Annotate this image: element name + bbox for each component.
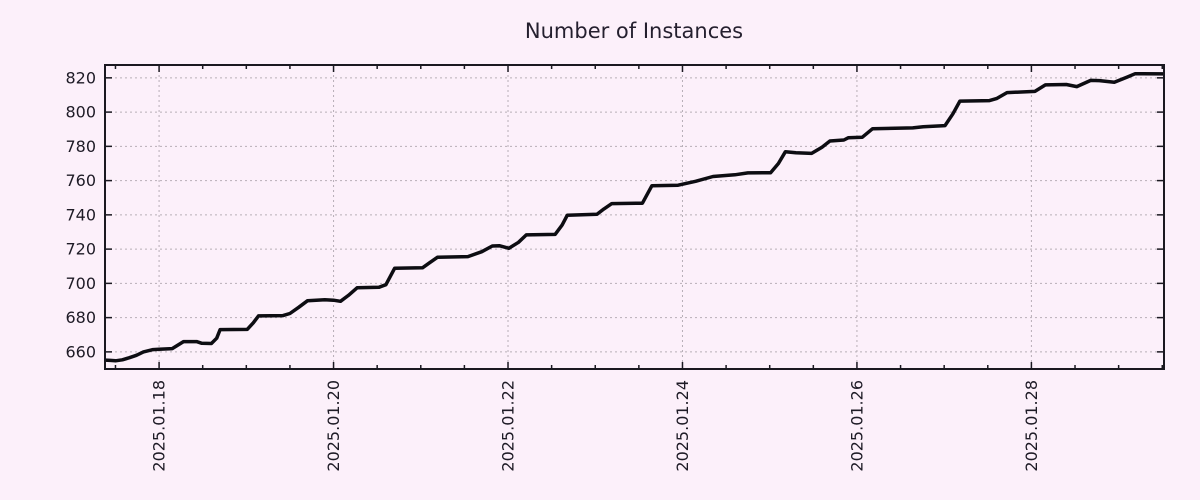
plot-frame (104, 64, 1165, 370)
x-axis-label: 2025.01.20 (324, 380, 343, 472)
y-axis-label: 680 (65, 308, 96, 327)
y-axis-label: 760 (65, 171, 96, 190)
x-axis-label: 2025.01.18 (150, 380, 169, 472)
y-axis-label: 780 (65, 137, 96, 156)
axis-labels: 660 680 700 720 740 760 780 800 820 2025.01.18 202… (65, 68, 1040, 471)
y-axis-label: 660 (65, 342, 96, 361)
y-axis-label: 700 (65, 274, 96, 293)
gridlines (105, 65, 1164, 369)
y-axis-label: 720 (65, 240, 96, 259)
y-axis-label: 820 (65, 68, 96, 87)
x-axis-label: 2025.01.26 (847, 380, 866, 472)
data-series (104, 71, 1165, 363)
data-line-instances (104, 71, 1165, 363)
x-axis-label: 2025.01.22 (499, 380, 518, 472)
x-axis-label: 2025.01.28 (1022, 380, 1041, 472)
y-axis-label: 740 (65, 205, 96, 224)
plot-border (104, 64, 1165, 370)
axis-ticks (105, 65, 1164, 369)
chart-title: Number of Instances (525, 19, 743, 43)
x-axis-label: 2025.01.24 (673, 380, 692, 472)
y-axis-label: 800 (65, 103, 96, 122)
